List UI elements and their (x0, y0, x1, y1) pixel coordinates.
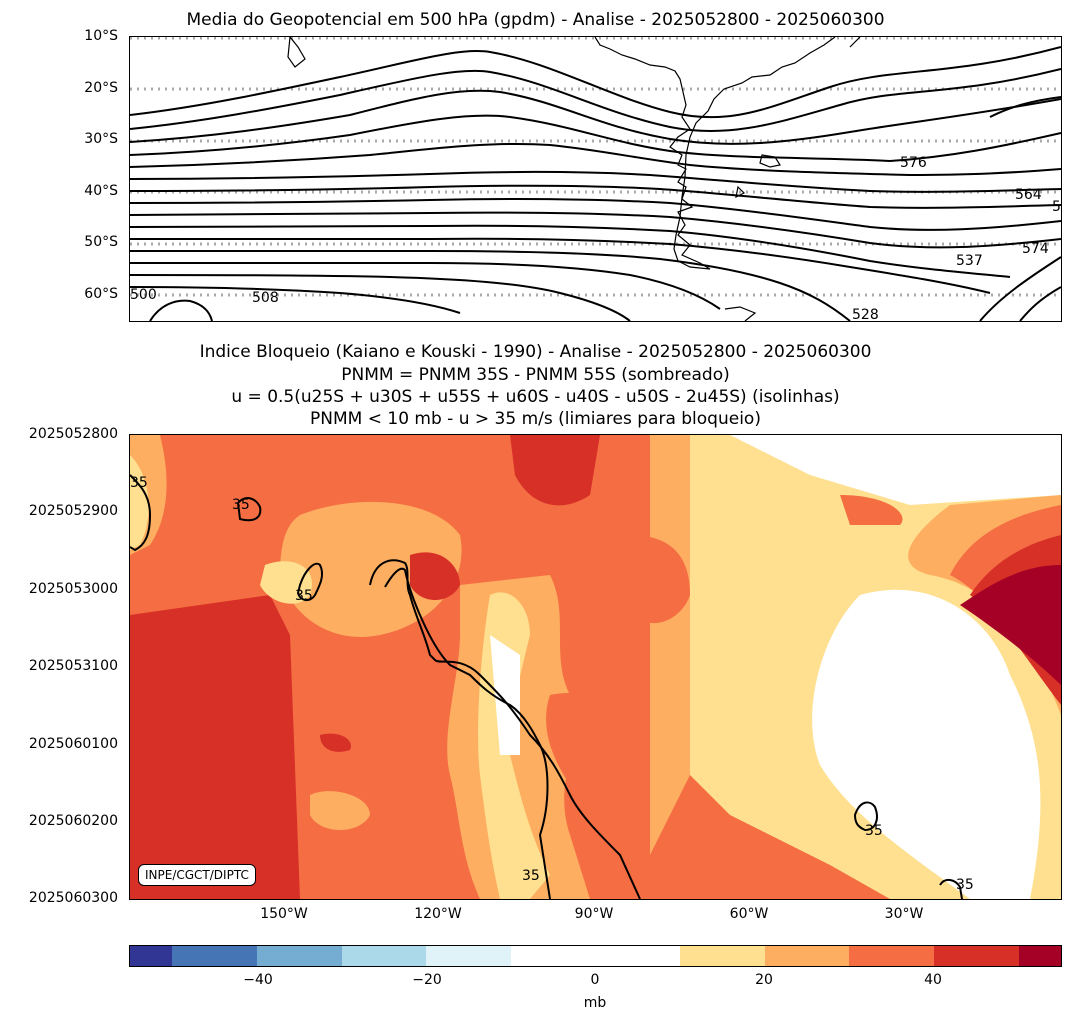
time-tick-2: 2025053000 (28, 581, 118, 597)
contour-label-500: 500 (130, 287, 157, 303)
colorbar-segment (1018, 946, 1062, 966)
isoline-label-1: 35 (130, 475, 148, 491)
lat-tick-30s: 30°S (84, 131, 118, 147)
bottom-title-line-2: PNMM = PNMM 35S - PNMM 55S (sombreado) (341, 365, 730, 385)
contour-label-574: 574 (1022, 241, 1049, 257)
isoline-label-6: 35 (956, 877, 974, 893)
geopotential-contours (130, 46, 1061, 321)
colorbar-tick-0: 0 (590, 972, 600, 988)
lon-tick-90w: 90°W (574, 906, 614, 922)
top-panel-title: Media do Geopotencial em 500 hPa (gpdm) … (186, 10, 885, 30)
credit-label: INPE/CGCT/DIPTC (138, 864, 256, 886)
colorbar-segment (256, 946, 342, 966)
lat-tick-20s: 20°S (84, 80, 118, 96)
colorbar (129, 945, 1062, 967)
lat-tick-50s: 50°S (84, 234, 118, 250)
time-tick-1: 2025052900 (28, 503, 118, 519)
lon-tick-120w: 120°W (414, 906, 462, 922)
time-tick-3: 2025053100 (28, 658, 118, 674)
lat-tick-60s: 60°S (84, 286, 118, 302)
colorbar-segment (764, 946, 850, 966)
colorbar-segment (341, 946, 427, 966)
colorbar-segment (172, 946, 257, 966)
time-tick-6: 2025060300 (28, 890, 118, 906)
time-tick-4: 2025060100 (28, 736, 118, 752)
lon-tick-60w: 60°W (729, 906, 769, 922)
contour-label-576: 576 (900, 155, 927, 171)
time-tick-0: 2025052800 (28, 426, 118, 442)
colorbar-label: mb (583, 995, 607, 1011)
isoline-label-4: 35 (522, 868, 540, 884)
contour-label-537: 537 (956, 253, 983, 269)
pnmm-shading (130, 435, 1061, 899)
lon-tick-30w: 30°W (884, 906, 924, 922)
coastlines (287, 37, 861, 321)
contour-label-528: 528 (852, 307, 879, 321)
blocking-index-map: 35 35 35 35 35 35 (129, 434, 1062, 900)
lat-tick-40s: 40°S (84, 183, 118, 199)
colorbar-segment (426, 946, 511, 966)
contour-labels: 576 564 5 537 574 508 500 528 (130, 155, 1061, 321)
colorbar-segment (849, 946, 935, 966)
u-isolines (130, 474, 963, 899)
bottom-title-line-4: PNMM < 10 mb - u > 35 m/s (limiares para… (310, 409, 761, 429)
isoline-label-2: 35 (232, 497, 250, 513)
time-tick-5: 2025060200 (28, 813, 118, 829)
colorbar-segment (680, 946, 765, 966)
contour-label-508: 508 (252, 290, 279, 306)
colorbar-tick-40: 40 (924, 972, 942, 988)
colorbar-tick-20: 20 (755, 972, 773, 988)
colorbar-segment (934, 946, 1019, 966)
colorbar-tick-neg40: −40 (243, 972, 273, 988)
geopotential-map: 576 564 5 537 574 508 500 528 (129, 36, 1062, 322)
geopotential-map-svg: 576 564 5 537 574 508 500 528 (130, 37, 1061, 321)
colorbar-segment (130, 946, 173, 966)
isoline-label-5: 35 (865, 823, 883, 839)
bottom-title-line-1: Indice Bloqueio (Kaiano e Kouski - 1990)… (199, 342, 872, 362)
colorbar-tick-neg20: −20 (412, 972, 442, 988)
u-isoline-labels: 35 35 35 35 35 35 (130, 475, 974, 893)
lat-tick-10s: 10°S (84, 28, 118, 44)
contour-label-564: 564 (1015, 187, 1042, 203)
lon-tick-150w: 150°W (260, 906, 308, 922)
isoline-label-3: 35 (295, 588, 313, 604)
contour-label-edge: 5 (1052, 199, 1061, 215)
colorbar-segment (510, 946, 681, 966)
bottom-title-line-3: u = 0.5(u25S + u30S + u55S + u60S - u40S… (231, 387, 840, 407)
blocking-index-svg: 35 35 35 35 35 35 (130, 435, 1061, 899)
